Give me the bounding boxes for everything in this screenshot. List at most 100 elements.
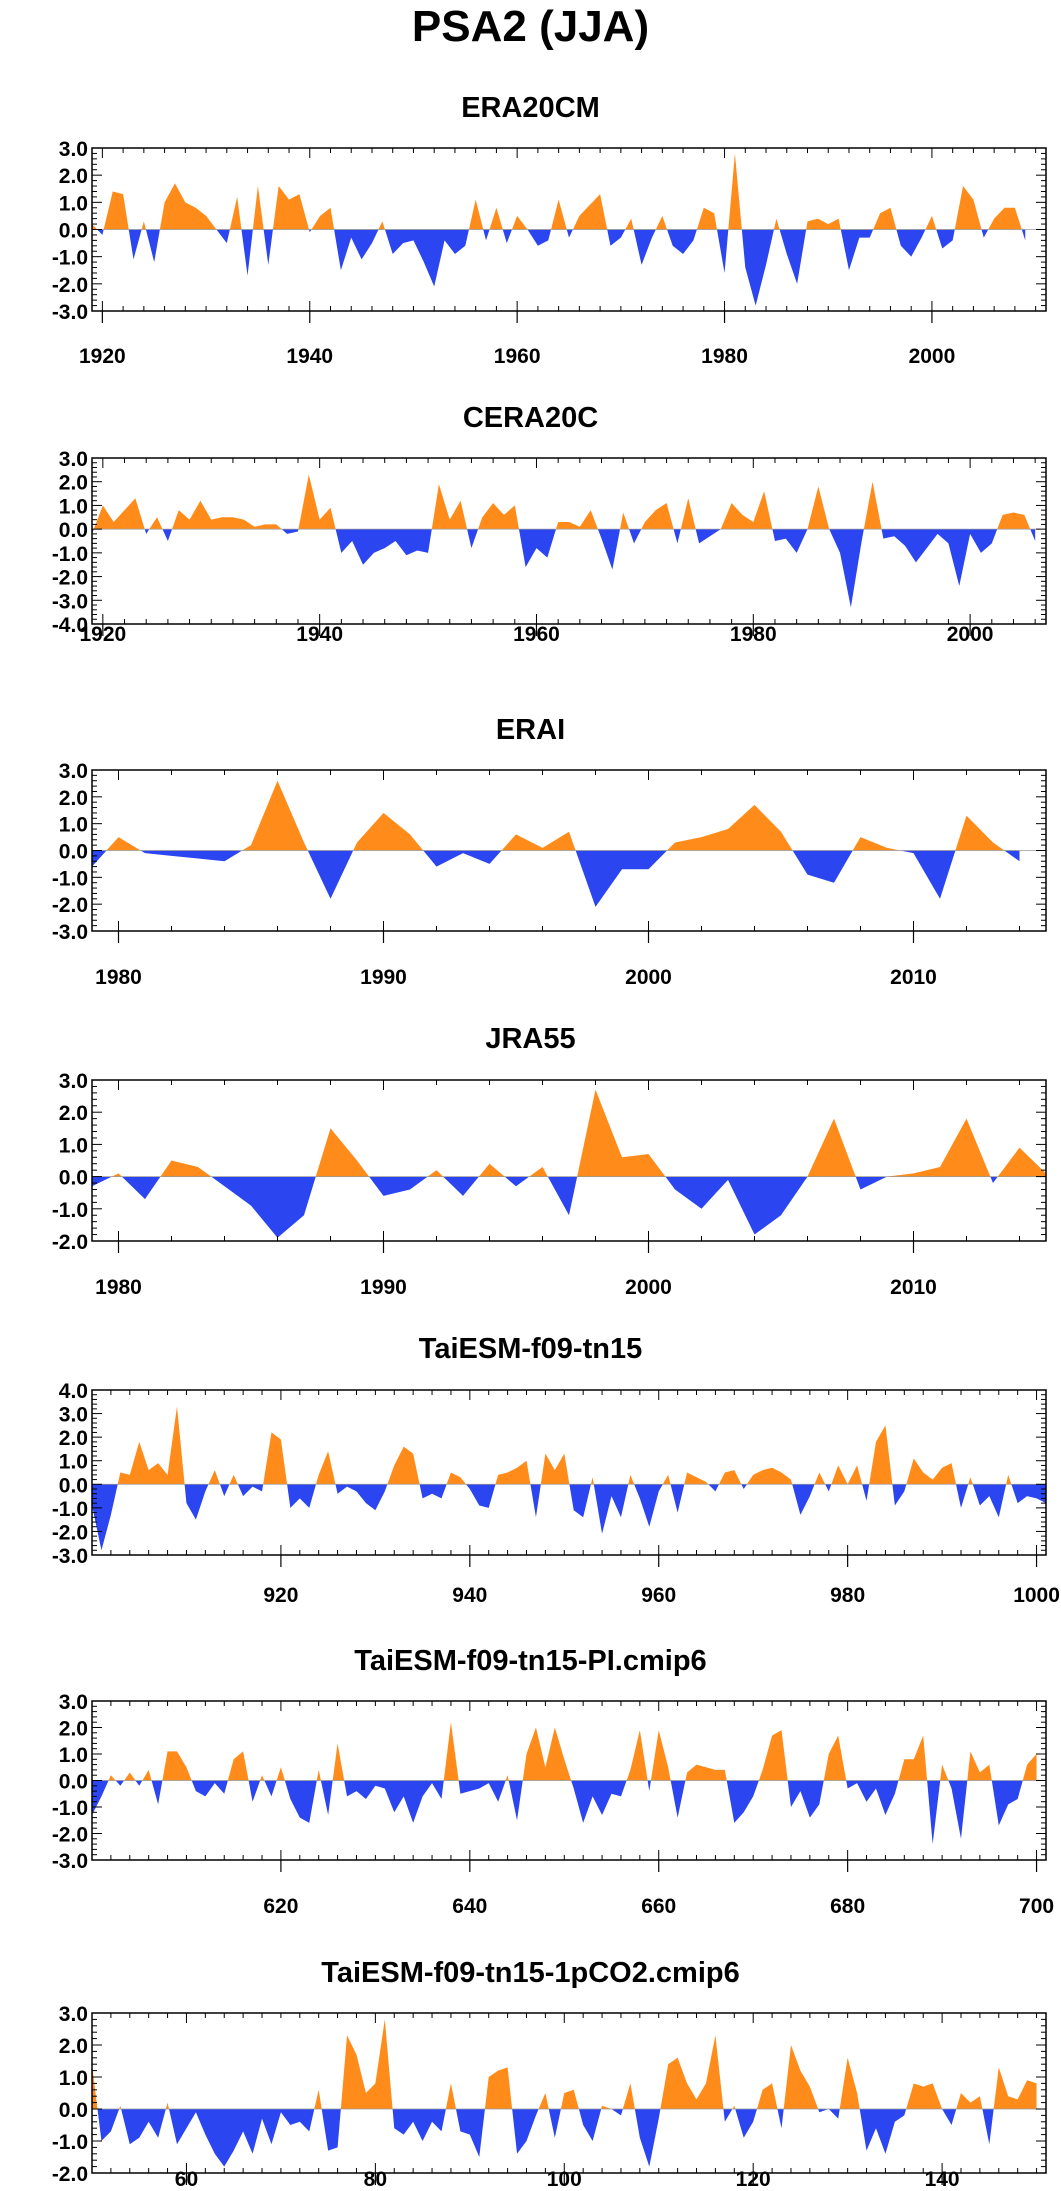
x-tick-label: 80 [364, 2168, 387, 2191]
y-tick-label: -1.0 [52, 247, 88, 270]
panel-title: CERA20C [462, 402, 599, 434]
negative-area [92, 850, 1020, 907]
y-tick-label: -3.0 [52, 590, 88, 613]
x-tick-label: 1920 [79, 345, 126, 368]
x-tick-label: 1990 [360, 1276, 407, 1299]
y-tick-label: 1.0 [59, 1744, 88, 1767]
x-tick-label: 120 [736, 2168, 771, 2191]
y-tick-label: 3.0 [59, 138, 88, 161]
panel-title: TaiESM-f09-tn15-1pCO2.cmip6 [321, 1957, 740, 1989]
x-tick-label: 1960 [494, 345, 541, 368]
y-tick-label: 3.0 [59, 1070, 88, 1093]
x-tick-label: 2010 [890, 1276, 937, 1299]
plot-frame [91, 2012, 1047, 2174]
plot-frame [91, 1389, 1047, 1556]
y-tick-label: 3.0 [59, 760, 88, 783]
positive-area [117, 1406, 1012, 1485]
x-tick-label: 2000 [625, 966, 672, 989]
y-tick-label: 3.0 [59, 1404, 88, 1427]
y-tick-label: 0.0 [59, 1167, 88, 1190]
y-tick-label: -3.0 [52, 301, 88, 324]
x-tick-label: 1940 [286, 345, 333, 368]
x-tick-label: 1920 [79, 623, 126, 646]
x-tick-label: 980 [830, 1584, 865, 1607]
negative-area [92, 1780, 1037, 1845]
negative-area [92, 229, 1026, 306]
y-tick-label: -2.0 [52, 1231, 88, 1254]
x-tick-label: 1980 [701, 345, 748, 368]
y-tick-label: -3.0 [52, 1850, 88, 1873]
y-tick-label: -3.0 [52, 921, 88, 944]
negative-area [92, 2109, 1037, 2167]
y-tick-label: -4.0 [52, 614, 88, 637]
x-tick-label: 660 [641, 1895, 676, 1918]
y-tick-label: -2.0 [52, 894, 88, 917]
y-tick-label: 4.0 [59, 1380, 88, 1403]
negative-area [92, 529, 1036, 608]
y-tick-label: 2.0 [59, 787, 88, 810]
y-tick-label: 0.0 [59, 841, 88, 864]
y-tick-label: -3.0 [52, 1545, 88, 1568]
y-tick-label: 1.0 [59, 1134, 88, 1157]
x-tick-label: 1980 [95, 1276, 142, 1299]
y-tick-label: -1.0 [52, 1498, 88, 1521]
y-tick-label: 2.0 [59, 2035, 88, 2058]
x-tick-label: 140 [925, 2168, 960, 2191]
y-tick-label: 0.0 [59, 2099, 88, 2122]
panel-title: JRA55 [485, 1023, 576, 1055]
y-tick-label: 0.0 [59, 519, 88, 542]
y-tick-label: 1.0 [59, 814, 88, 837]
x-tick-label: 700 [1019, 1895, 1054, 1918]
y-tick-label: 1.0 [59, 2067, 88, 2090]
x-tick-label: 640 [452, 1895, 487, 1918]
x-tick-label: 680 [830, 1895, 865, 1918]
y-tick-label: 0.0 [59, 220, 88, 243]
x-tick-label: 940 [452, 1584, 487, 1607]
x-tick-label: 1960 [513, 623, 560, 646]
positive-area [93, 474, 1031, 530]
panel-title: TaiESM-f09-tn15-PI.cmip6 [354, 1645, 707, 1677]
x-tick-label: 960 [641, 1584, 676, 1607]
y-tick-label: 1.0 [59, 495, 88, 518]
y-tick-label: 2.0 [59, 1427, 88, 1450]
y-tick-label: 2.0 [59, 472, 88, 495]
x-tick-label: 620 [263, 1895, 298, 1918]
plot-frame [91, 1079, 1047, 1242]
y-tick-label: -1.0 [52, 1199, 88, 1222]
y-tick-label: -2.0 [52, 2163, 88, 2186]
positive-area [92, 1722, 1037, 1781]
panel-title: TaiESM-f09-tn15 [418, 1333, 643, 1365]
y-tick-label: -2.0 [52, 1824, 88, 1847]
x-tick-label: 100 [547, 2168, 582, 2191]
x-tick-label: 1940 [296, 623, 343, 646]
positive-area [92, 2019, 1037, 2109]
y-tick-label: 3.0 [59, 448, 88, 471]
positive-area [111, 1089, 1046, 1177]
y-tick-label: 2.0 [59, 165, 88, 188]
x-tick-label: 2010 [890, 966, 937, 989]
x-tick-label: 2000 [909, 345, 956, 368]
y-tick-label: 2.0 [59, 1102, 88, 1125]
x-tick-label: 1990 [360, 966, 407, 989]
y-tick-label: 1.0 [59, 192, 88, 215]
positive-area [92, 780, 1020, 851]
y-tick-label: -1.0 [52, 1797, 88, 1820]
panel-title: ERAI [495, 714, 566, 746]
y-tick-label: -2.0 [52, 274, 88, 297]
y-tick-label: 0.0 [59, 1771, 88, 1794]
y-tick-label: -2.0 [52, 1521, 88, 1544]
y-tick-label: 1.0 [59, 1451, 88, 1474]
x-tick-label: 1000 [1013, 1584, 1060, 1607]
y-tick-label: 3.0 [59, 2003, 88, 2026]
y-tick-label: -1.0 [52, 2131, 88, 2154]
y-tick-label: -2.0 [52, 567, 88, 590]
y-tick-label: 3.0 [59, 1691, 88, 1714]
y-tick-label: -1.0 [52, 543, 88, 566]
